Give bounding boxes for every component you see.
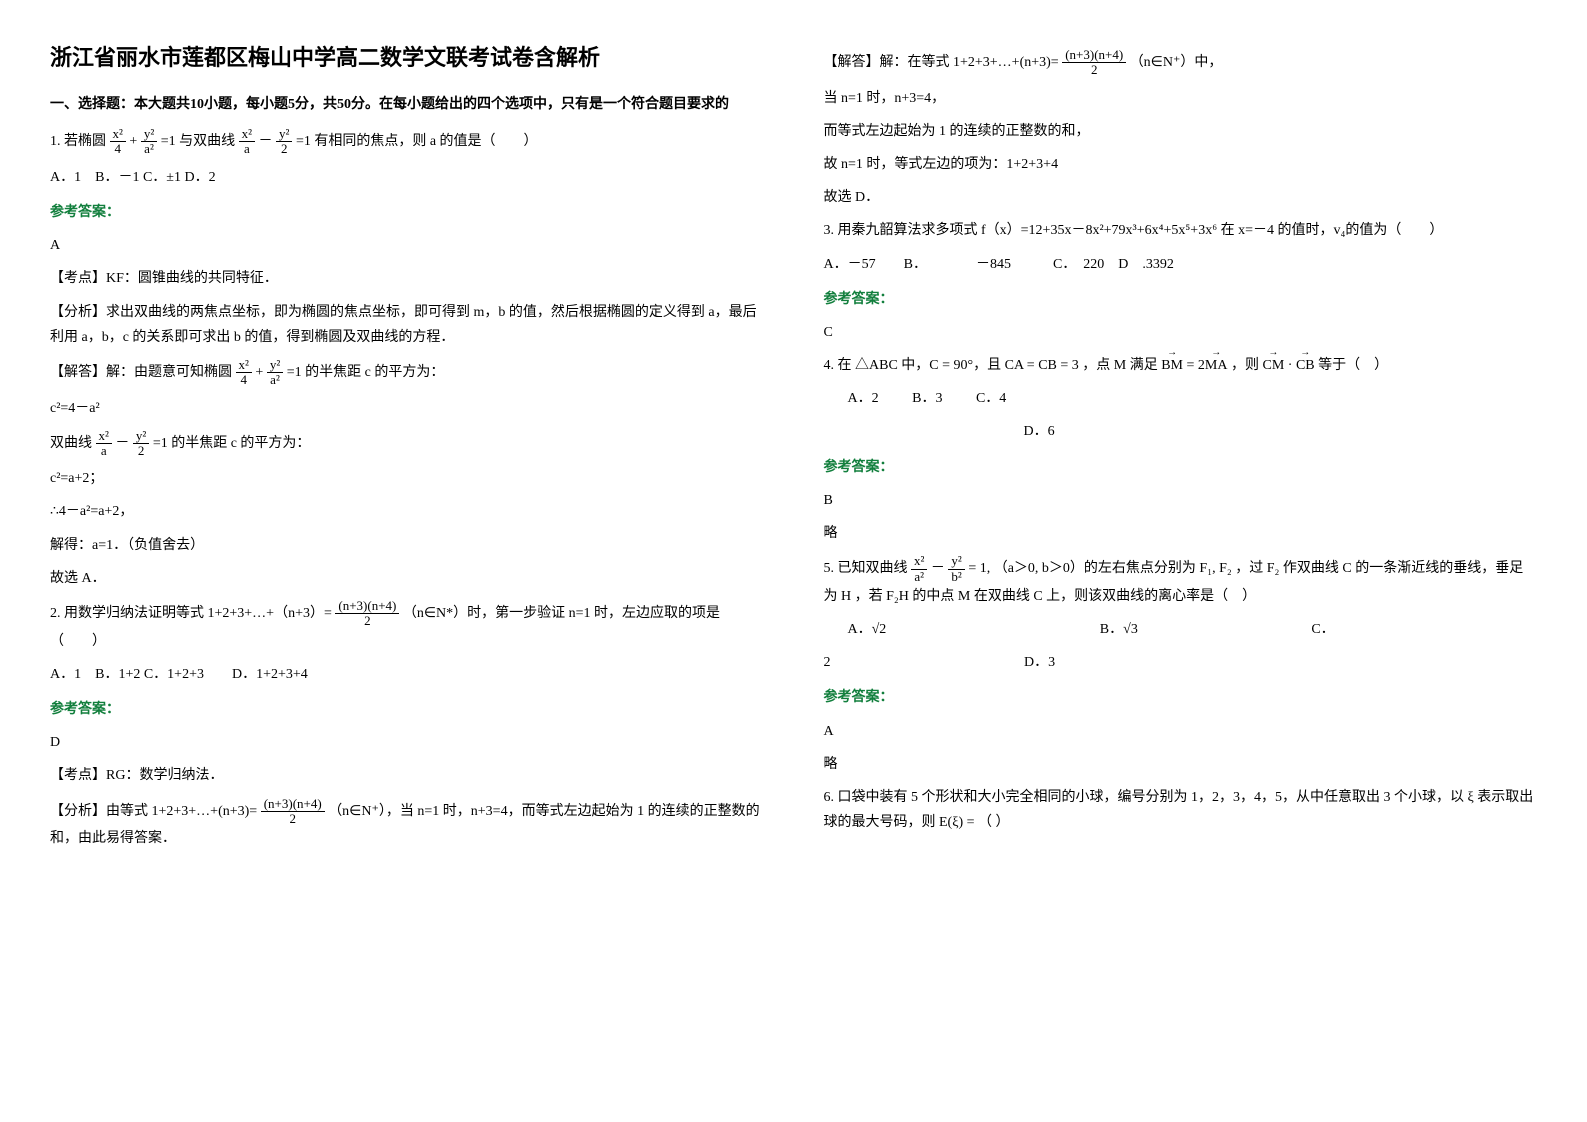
q4-stem-c: 等于（ ） [1318, 358, 1388, 373]
page-title: 浙江省丽水市莲都区梅山中学高二数学文联考试卷含解析 [50, 40, 764, 72]
q1-stem-b: =1 与双曲线 [161, 134, 239, 149]
q4-stem: 4. 在 △ABC 中，C = 90°，且 CA = CB = 3 ，点 M 满… [824, 353, 1538, 378]
q4-answer-2: 略 [824, 521, 1538, 546]
answer-label-4: 参考答案： [824, 455, 1538, 480]
q2-jd4: 故 n=1 时，等式左边的项为：1+2+3+4 [824, 152, 1538, 177]
frac-y2-2: y²2 [276, 127, 292, 157]
frac-n3n4: (n+3)(n+4)2 [335, 599, 399, 629]
q1-answer: A [50, 233, 764, 258]
q4-opt-b: B．3 [912, 391, 942, 406]
section-heading: 一、选择题：本大题共10小题，每小题5分，共50分。在每小题给出的四个选项中，只… [50, 92, 764, 117]
q5-stem-b: （a＞0, b＞0）的左右焦点分别为 F₁, F₂ ，过 F₂ 作双曲线 C 的… [824, 561, 1524, 604]
q4-opt-a: A．2 [848, 391, 879, 406]
q4-opt-d: D．6 [1024, 419, 1538, 444]
vec-cm: CM [1262, 353, 1284, 378]
vec-cb: CB [1296, 353, 1315, 378]
q1-stem: 1. 若椭圆 x²4 + y²a² =1 与双曲线 x²a － y²2 =1 有… [50, 127, 764, 157]
vec-bm: BM [1161, 353, 1183, 378]
q4-opt-c: C．4 [976, 391, 1006, 406]
q3-options: A．－57 B． －845 C． 220 D .3392 [824, 252, 1538, 277]
q2-jd2: 当 n=1 时，n+3=4， [824, 86, 1538, 111]
frac-n3n4-b: (n+3)(n+4)2 [261, 797, 325, 827]
q5-opt-b: B．√3 [1100, 622, 1138, 637]
q5-opt-c: C． [1311, 622, 1334, 637]
q1-stem-c: =1 有相同的焦点，则 a 的值是（ ） [296, 134, 538, 149]
q5-options-2: 2 D．3 [824, 650, 1538, 675]
frac-y2-a2-b: y²a² [267, 358, 283, 388]
frac-x2-4: x²4 [110, 127, 126, 157]
q2-options: A．1 B．1+2 C．1+2+3 D．1+2+3+4 [50, 662, 764, 687]
q2-answer: D [50, 730, 764, 755]
frac-y2-a2: y²a² [141, 127, 157, 157]
q5-stem: 5. 已知双曲线 x²a² － y²b² = 1, （a＞0, b＞0）的左右焦… [824, 554, 1538, 609]
q1-jd1a: 【解答】解：由题意可知椭圆 [50, 365, 236, 380]
answer-label-3: 参考答案： [824, 287, 1538, 312]
q2-sum: 1+2+3+…+(n+3)= [152, 804, 258, 819]
q1-jd3b: 的半焦距 c 的平方为： [171, 436, 310, 451]
q2-fx-a: 【分析】由等式 [50, 804, 152, 819]
q4-answer: B [824, 488, 1538, 513]
q5-stem-a: 5. 已知双曲线 [824, 561, 912, 576]
q5-opt-d: D．3 [1024, 655, 1055, 670]
q1-jd5: ∴4－a²=a+2， [50, 499, 764, 524]
q2-jd5: 故选 D． [824, 185, 1538, 210]
q2-jieda: 【解答】解：在等式 1+2+3+…+(n+3)= (n+3)(n+4)2 （n∈… [824, 48, 1538, 78]
q1-jd3: 双曲线 x²a － y²2 =1 的半焦距 c 的平方为： [50, 429, 764, 459]
q1-fenxi: 【分析】求出双曲线的两焦点坐标，即为椭圆的焦点坐标，即可得到 m，b 的值，然后… [50, 300, 764, 350]
q1-jd2: c²=4－a² [50, 396, 764, 421]
q2-kaodian: 【考点】RG：数学归纳法． [50, 763, 764, 788]
frac-x2-a2: x²a² [911, 554, 927, 584]
q2-stem-a: 2. 用数学归纳法证明等式 1+2+3+…+（n+3）= [50, 606, 335, 621]
frac-n3n4-c: (n+3)(n+4)2 [1062, 48, 1126, 78]
q4-stem-b: ，则 [1231, 358, 1259, 373]
answer-label: 参考答案： [50, 200, 764, 225]
q2-jd-b: （n∈N⁺）中， [1130, 55, 1223, 70]
q2-jd-a: 【解答】解：在等式 [824, 55, 954, 70]
q5-options: A．√2 B．√3 C． [824, 617, 1538, 642]
q1-jd7: 故选 A． [50, 566, 764, 591]
q1-jd3a: 双曲线 [50, 436, 96, 451]
q5-opt-a: A．√2 [848, 622, 887, 637]
q2-sum-b: 1+2+3+…+(n+3)= [953, 55, 1059, 70]
q6-stem: 6. 口袋中装有 5 个形状和大小完全相同的小球，编号分别为 1，2，3，4，5… [824, 785, 1538, 835]
vec-ma: MA [1205, 353, 1228, 378]
q3-stem: 3. 用秦九韶算法求多项式 f（x）=12+35x－8x²+79x³+6x⁴+5… [824, 218, 1538, 243]
q2-fenxi: 【分析】由等式 1+2+3+…+(n+3)= (n+3)(n+4)2 （n∈N⁺… [50, 797, 764, 852]
q2-stem: 2. 用数学归纳法证明等式 1+2+3+…+（n+3）= (n+3)(n+4)2… [50, 599, 764, 654]
frac-x2-a: x²a [239, 127, 255, 157]
q3-answer: C [824, 320, 1538, 345]
q1-jieda-1: 【解答】解：由题意可知椭圆 x²4 + y²a² =1 的半焦距 c 的平方为： [50, 358, 764, 388]
q4-options: A．2 B．3 C．4 [824, 386, 1538, 411]
q1-jd6: 解得：a=1．（负值舍去） [50, 533, 764, 558]
q4-stem-a: 4. 在 △ABC 中，C = 90°，且 CA = CB = 3 ，点 M 满… [824, 358, 1162, 373]
q1-options: A．1 B．－1 C．±1 D．2 [50, 165, 764, 190]
q5-opt-2: 2 [824, 655, 831, 670]
q1-stem-a: 1. 若椭圆 [50, 134, 110, 149]
q1-jd1b: 的半焦距 c 的平方为： [305, 365, 444, 380]
q1-jd4: c²=a+2； [50, 466, 764, 491]
q1-kaodian: 【考点】KF：圆锥曲线的共同特征． [50, 266, 764, 291]
frac-x2-4-b: x²4 [236, 358, 252, 388]
frac-y2-2-b: y²2 [133, 429, 149, 459]
frac-y2-b2: y²b² [948, 554, 964, 584]
q5-answer-2: 略 [824, 752, 1538, 777]
frac-x2-a-b: x²a [96, 429, 112, 459]
answer-label-2: 参考答案： [50, 697, 764, 722]
answer-label-5: 参考答案： [824, 685, 1538, 710]
q5-answer: A [824, 719, 1538, 744]
q2-jd3: 而等式左边起始为 1 的连续的正整数的和， [824, 119, 1538, 144]
